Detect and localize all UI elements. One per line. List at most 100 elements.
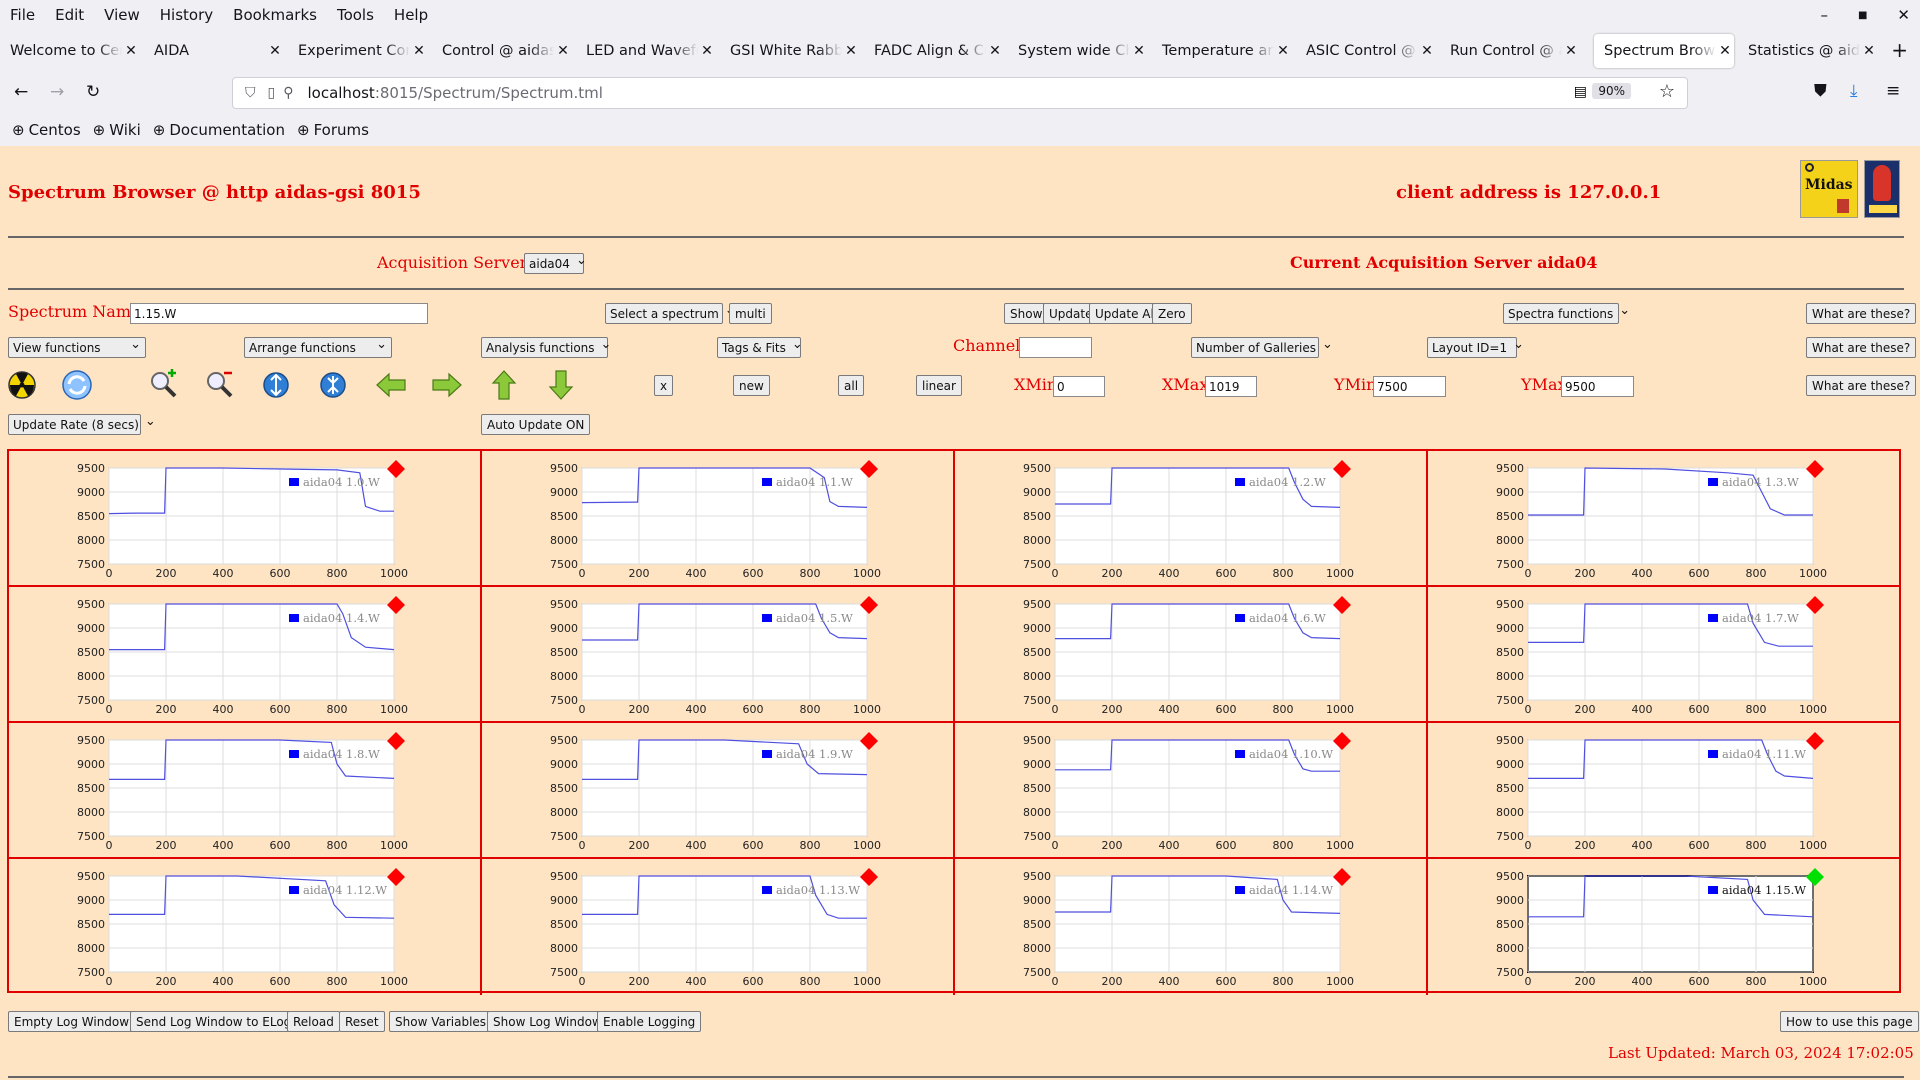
bookmark-forums[interactable]: ⊕ Forums bbox=[297, 121, 369, 139]
menu-view[interactable]: View bbox=[104, 6, 140, 24]
spectrum-chart[interactable]: 0 200 400 600 800 1000 9500 9000 8500 8000 7500 aid… bbox=[482, 859, 953, 993]
view-functions-dropdown[interactable]: View functions bbox=[8, 337, 146, 358]
all-button[interactable]: all bbox=[838, 375, 865, 396]
tab-12[interactable]: Statistics @ aidas✕ bbox=[1738, 34, 1878, 68]
page-info-icon[interactable]: ▯ bbox=[267, 85, 276, 101]
arrange-functions-dropdown[interactable]: Arrange functions bbox=[244, 337, 392, 358]
spectrum-chart[interactable]: 0 200 400 600 800 1000 9500 9000 8500 8000 7500 aid… bbox=[955, 451, 1426, 585]
marker-icon[interactable] bbox=[1333, 868, 1351, 886]
gallery-cell[interactable]: 0 200 400 600 800 1000 9500 9000 8500 8000 7500 aid… bbox=[482, 587, 955, 723]
acquisition-server-select[interactable]: aida04 bbox=[524, 253, 584, 274]
gallery-cell[interactable]: 0 200 400 600 800 1000 9500 9000 8500 8000 7500 aid… bbox=[482, 723, 955, 859]
gallery-cell[interactable]: 0 200 400 600 800 1000 9500 9000 8500 8000 7500 aid… bbox=[955, 451, 1428, 587]
expand-y-icon[interactable] bbox=[259, 368, 293, 402]
spectrum-chart[interactable]: 0 200 400 600 800 1000 9500 9000 8500 8000 7500 aid… bbox=[9, 723, 480, 857]
gallery-cell[interactable]: 0 200 400 600 800 1000 9500 9000 8500 8000 7500 aid… bbox=[9, 451, 482, 587]
tab-3[interactable]: Control @ aidas-gsi✕ bbox=[432, 34, 572, 68]
tab-close-icon[interactable]: ✕ bbox=[1719, 43, 1731, 59]
spectrum-chart[interactable]: 0 200 400 600 800 1000 9500 9000 8500 8000 7500 aid… bbox=[1428, 859, 1899, 993]
gallery-cell[interactable]: 0 200 400 600 800 1000 9500 9000 8500 8000 7500 aid… bbox=[482, 859, 955, 995]
tab-0[interactable]: Welcome to Centos✕ bbox=[0, 34, 140, 68]
zero-button[interactable]: Zero bbox=[1152, 303, 1192, 324]
left-arrow-icon[interactable] bbox=[374, 368, 408, 402]
marker-icon[interactable] bbox=[1806, 732, 1824, 750]
menu-file[interactable]: File bbox=[10, 6, 36, 24]
hamburger-menu-icon[interactable]: ≡ bbox=[1886, 81, 1901, 101]
what-are-these-button-2[interactable]: What are these? bbox=[1806, 337, 1917, 358]
marker-icon[interactable] bbox=[1333, 596, 1351, 614]
reload-icon[interactable]: ↻ bbox=[86, 82, 101, 102]
number-of-galleries-dropdown[interactable]: Number of Galleries bbox=[1191, 337, 1319, 358]
tab-close-icon[interactable]: ✕ bbox=[989, 43, 1001, 59]
gallery-cell[interactable]: 0 200 400 600 800 1000 9500 9000 8500 8000 7500 aid… bbox=[9, 859, 482, 995]
up-arrow-icon[interactable] bbox=[487, 368, 521, 402]
marker-icon[interactable] bbox=[860, 732, 878, 750]
footer-button-5[interactable]: Show Log Window bbox=[487, 1011, 608, 1032]
bookmark-centos[interactable]: ⊕ Centos bbox=[12, 121, 81, 139]
bookmark-star-icon[interactable]: ☆ bbox=[1658, 81, 1675, 102]
tab-2[interactable]: Experiment Control✕ bbox=[288, 34, 428, 68]
tab-close-icon[interactable]: ✕ bbox=[557, 43, 569, 59]
spectra-functions-dropdown[interactable]: Spectra functions bbox=[1503, 303, 1619, 324]
down-arrow-icon[interactable] bbox=[544, 368, 578, 402]
tab-6[interactable]: FADC Align & Control✕ bbox=[864, 34, 1004, 68]
close-window-icon[interactable]: ✕ bbox=[1897, 6, 1910, 24]
gallery-cell[interactable]: 0 200 400 600 800 1000 9500 9000 8500 8000 7500 aid… bbox=[482, 451, 955, 587]
how-to-use-button[interactable]: How to use this page bbox=[1780, 1011, 1919, 1032]
tab-close-icon[interactable]: ✕ bbox=[125, 43, 137, 59]
tab-5[interactable]: GSI White Rabbit ✕ bbox=[720, 34, 860, 68]
what-are-these-button-3[interactable]: What are these? bbox=[1806, 375, 1917, 396]
tab-1[interactable]: AIDA ✕ bbox=[144, 34, 284, 68]
tab-close-icon[interactable]: ✕ bbox=[1565, 43, 1577, 59]
marker-icon[interactable] bbox=[1806, 460, 1824, 478]
xmin-input[interactable] bbox=[1053, 376, 1105, 397]
menu-history[interactable]: History bbox=[159, 6, 214, 24]
marker-icon[interactable] bbox=[387, 868, 405, 886]
forward-icon[interactable]: → bbox=[50, 82, 65, 102]
new-button[interactable]: new bbox=[733, 375, 770, 396]
maximize-icon[interactable]: ■ bbox=[1857, 9, 1868, 21]
analysis-functions-dropdown[interactable]: Analysis functions bbox=[481, 337, 608, 358]
show-button[interactable]: Show bbox=[1004, 303, 1049, 324]
zoom-badge[interactable]: 90% bbox=[1592, 83, 1631, 99]
spectrum-chart[interactable]: 0 200 400 600 800 1000 9500 9000 8500 8000 7500 aid… bbox=[1428, 723, 1899, 857]
spectrum-chart[interactable]: 0 200 400 600 800 1000 9500 9000 8500 8000 7500 aid… bbox=[955, 859, 1426, 993]
marker-icon[interactable] bbox=[387, 596, 405, 614]
zoom-out-icon[interactable] bbox=[202, 368, 236, 402]
ymax-input[interactable] bbox=[1561, 376, 1634, 397]
spectrum-chart[interactable]: 0 200 400 600 800 1000 9500 9000 8500 8000 7500 aid… bbox=[955, 587, 1426, 721]
right-arrow-icon[interactable] bbox=[430, 368, 464, 402]
tab-close-icon[interactable]: ✕ bbox=[1421, 43, 1433, 59]
spectrum-chart[interactable]: 0 200 400 600 800 1000 9500 9000 8500 8000 7500 aid… bbox=[482, 723, 953, 857]
spectrum-chart[interactable]: 0 200 400 600 800 1000 9500 9000 8500 8000 7500 aid… bbox=[9, 451, 480, 585]
update-rate-dropdown[interactable]: Update Rate (8 secs) bbox=[8, 414, 141, 435]
spectrum-chart[interactable]: 0 200 400 600 800 1000 9500 9000 8500 8000 7500 aid… bbox=[9, 859, 480, 993]
reader-view-icon[interactable]: ▤ bbox=[1573, 84, 1587, 100]
footer-button-6[interactable]: Enable Logging bbox=[597, 1011, 702, 1032]
gallery-cell[interactable]: 0 200 400 600 800 1000 9500 9000 8500 8000 7500 aid… bbox=[1428, 859, 1901, 995]
footer-button-1[interactable]: Send Log Window to ELog bbox=[130, 1011, 298, 1032]
footer-button-3[interactable]: Reset bbox=[339, 1011, 385, 1032]
xmax-input[interactable] bbox=[1205, 376, 1257, 397]
x-button[interactable]: x bbox=[654, 375, 674, 396]
spectrum-name-input[interactable] bbox=[130, 303, 428, 324]
tab-close-icon[interactable]: ✕ bbox=[1133, 43, 1145, 59]
gallery-cell[interactable]: 0 200 400 600 800 1000 9500 9000 8500 8000 7500 aid… bbox=[955, 723, 1428, 859]
url-bar[interactable]: ⛉ ▯ ⚲ localhost:8015/Spectrum/Spectrum.t… bbox=[232, 77, 1688, 109]
auto-update-button[interactable]: Auto Update ON bbox=[481, 414, 591, 435]
tab-11[interactable]: Spectrum Browser✕ bbox=[1594, 34, 1734, 68]
linear-button[interactable]: linear bbox=[916, 375, 962, 396]
tab-7[interactable]: System wide Checks✕ bbox=[1008, 34, 1148, 68]
gallery-cell[interactable]: 0 200 400 600 800 1000 9500 9000 8500 8000 7500 aid… bbox=[1428, 451, 1901, 587]
radiation-icon[interactable] bbox=[5, 368, 39, 402]
minimize-icon[interactable]: – bbox=[1820, 6, 1828, 24]
menu-tools[interactable]: Tools bbox=[336, 6, 374, 24]
zoom-in-icon[interactable] bbox=[146, 368, 180, 402]
bookmark-documentation[interactable]: ⊕ Documentation bbox=[153, 121, 285, 139]
permissions-icon[interactable]: ⚲ bbox=[283, 85, 294, 101]
tab-close-icon[interactable]: ✕ bbox=[1863, 43, 1875, 59]
compress-y-icon[interactable] bbox=[316, 368, 350, 402]
marker-icon[interactable] bbox=[860, 460, 878, 478]
tab-close-icon[interactable]: ✕ bbox=[1277, 43, 1289, 59]
spectrum-chart[interactable]: 0 200 400 600 800 1000 9500 9000 8500 8000 7500 aid… bbox=[482, 451, 953, 585]
